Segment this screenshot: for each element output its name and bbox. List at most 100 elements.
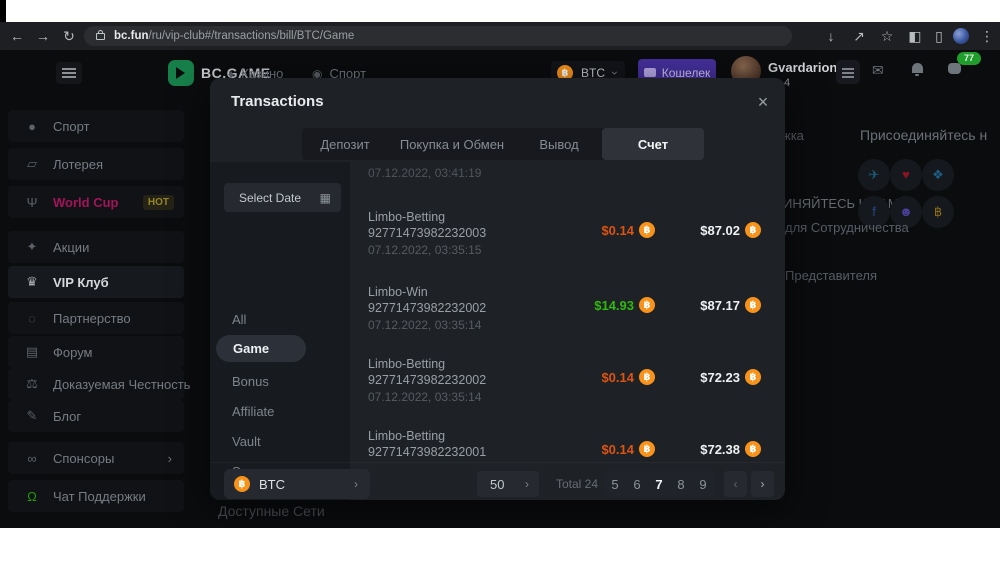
sidebar-label: Партнерство <box>53 310 131 326</box>
bookmark-star-icon[interactable]: ☆ <box>880 28 894 44</box>
sidebar-label: Лотерея <box>53 156 104 172</box>
filter-game-label: Game <box>233 341 270 356</box>
nav-link-sport[interactable]: ◉ Спорт <box>312 66 366 81</box>
bitcoin-icon: ฿ <box>639 441 655 457</box>
transaction-row: Limbo-Betting 92771473982232001 $0.14 ฿ $… <box>368 429 762 481</box>
share-icon[interactable]: ↗ <box>853 28 865 44</box>
sidebar-label: Блог <box>53 408 82 424</box>
browser-menu-icon[interactable]: ⋮ <box>980 28 994 44</box>
page-size-value: 50 <box>490 476 505 492</box>
download-icon[interactable]: ↓ <box>827 28 835 44</box>
nav-link-casino[interactable]: ♦ Казино <box>228 66 283 81</box>
lock-icon <box>96 29 105 40</box>
filter-all[interactable]: All <box>232 312 247 327</box>
page-size-selector[interactable]: 50 › <box>477 471 539 497</box>
sidebar-label: Спонсоры <box>53 450 115 466</box>
browser-profile-avatar[interactable] <box>953 28 969 44</box>
tx-id: 92771473982232003 <box>368 226 487 240</box>
transaction-row: Limbo-Betting 92771473982232002 07.12.20… <box>368 357 762 409</box>
bitcoin-icon: ฿ <box>639 297 655 313</box>
user-level: 4 <box>784 77 791 89</box>
address-bar[interactable]: bc.fun/ru/vip-club#/transactions/bill/BT… <box>84 26 792 46</box>
transaction-row: Limbo-Win 92771473982232002 07.12.2022, … <box>368 285 762 337</box>
nav-link-casino-label: Казино <box>241 66 284 81</box>
page-6[interactable]: 6 <box>633 476 641 492</box>
chevron-left-icon: ‹ <box>733 477 738 491</box>
sidebar-item-support-chat[interactable]: Ω Чат Поддержки <box>8 480 184 512</box>
sidebar-item-blog[interactable]: ✎ Блог <box>8 400 184 432</box>
wallet-label: Кошелек <box>661 65 711 80</box>
side-panel-icon[interactable]: ▯ <box>935 28 943 44</box>
calendar-icon: ▦ <box>319 190 331 205</box>
bcgame-logo-icon[interactable] <box>168 60 194 86</box>
transactions-modal: Transactions × Депозит Покупка и Обмен В… <box>210 78 785 500</box>
tab-deposit[interactable]: Депозит <box>320 136 370 152</box>
sidebar-item-vip-club[interactable]: ♛ VIP Клуб <box>8 266 184 298</box>
footer-currency-selector[interactable]: ฿ BTC › <box>224 469 370 499</box>
heart-icon[interactable]: ♥ <box>890 159 922 191</box>
currency-label: BTC <box>581 66 605 80</box>
tx-balance: $72.38 <box>700 441 740 457</box>
representative-text: Представителя <box>785 268 878 283</box>
filter-vault[interactable]: Vault <box>232 434 261 449</box>
forward-icon[interactable]: → <box>36 28 50 44</box>
mail-icon[interactable]: ✉ <box>872 62 884 78</box>
prev-page-button[interactable]: ‹ <box>724 471 747 497</box>
tx-change: $0.14 <box>601 369 634 385</box>
chat-badge: 77 <box>957 52 981 65</box>
hamburger-menu-button[interactable] <box>56 62 82 84</box>
tx-name: Limbo-Betting <box>368 357 446 371</box>
vip-progress-button[interactable] <box>836 60 860 84</box>
filter-affiliate[interactable]: Affiliate <box>232 404 275 419</box>
bitcoin-icon: ฿ <box>745 369 761 385</box>
tx-change: $0.14 <box>601 441 634 457</box>
back-icon[interactable]: ← <box>10 28 24 44</box>
page-7-current[interactable]: 7 <box>655 476 663 492</box>
filter-bonus[interactable]: Bonus <box>232 374 269 389</box>
reload-icon[interactable]: ↻ <box>63 28 75 44</box>
chat-icon[interactable] <box>948 63 961 74</box>
extensions-icon[interactable]: ◧ <box>908 28 922 44</box>
cooperation-text: для Сотрудничества <box>785 220 909 235</box>
bitcointalk-icon[interactable]: ฿ <box>922 196 954 228</box>
partner-icon: ◌ <box>28 310 36 326</box>
total-count: Total 24 <box>556 477 599 491</box>
close-icon[interactable]: × <box>757 92 769 112</box>
sidebar-item-promotions[interactable]: ✦ Акции <box>8 231 184 263</box>
tab-bill[interactable]: Счет <box>602 128 704 160</box>
chevron-right-icon: › <box>760 477 765 491</box>
page-9[interactable]: 9 <box>699 476 707 492</box>
footer-currency-label: BTC <box>259 476 285 492</box>
next-page-button[interactable]: › <box>751 471 774 497</box>
sidebar-item-fairness[interactable]: ⚖ Доказуемая Честность <box>8 368 190 400</box>
sidebar-item-worldcup[interactable]: Ψ World Cup HOT <box>8 186 184 218</box>
tx-name: Limbo-Betting <box>368 429 446 443</box>
telegram-icon[interactable]: ✈ <box>858 159 890 191</box>
notifications-bell-icon[interactable] <box>912 63 923 76</box>
sidebar-item-affiliate[interactable]: ◌ Партнерство <box>8 302 184 334</box>
promo-icon: ✦ <box>26 239 38 254</box>
twitter-icon[interactable]: ❖ <box>922 159 954 191</box>
tab-withdraw[interactable]: Вывод <box>539 136 579 152</box>
crown-icon: ♛ <box>26 274 38 289</box>
site-page: BC.GAME ♦ Казино ◉ Спорт ฿ BTC › Кошелек G… <box>0 50 1000 528</box>
modal-title: Transactions <box>231 93 324 110</box>
filter-game[interactable]: Game <box>216 335 306 362</box>
page-8[interactable]: 8 <box>677 476 685 492</box>
sidebar-item-forum[interactable]: ▤ Форум <box>8 336 184 368</box>
wallet-icon <box>643 68 656 77</box>
modal-footer: ฿ BTC › 50 › Total 24 5 6 7 8 9 ‹ › <box>210 462 785 501</box>
tx-balance: $72.23 <box>700 369 740 385</box>
username[interactable]: Gvardarion <box>768 60 838 75</box>
facebook-icon[interactable]: f <box>858 196 890 228</box>
tab-buy-swap[interactable]: Покупка и Обмен <box>399 136 505 152</box>
hamburger-icon <box>62 68 76 70</box>
brand-name[interactable]: BC.GAME <box>201 65 271 81</box>
page-5[interactable]: 5 <box>611 476 619 492</box>
select-date-button[interactable]: Select Date ▦ <box>224 183 341 212</box>
sidebar-item-lottery[interactable]: ▱ Лотерея <box>8 148 184 180</box>
discord-icon[interactable]: ☻ <box>890 196 922 228</box>
sidebar-item-sponsors[interactable]: ∞ Спонсоры › <box>8 442 184 474</box>
bitcoin-icon: ฿ <box>745 222 761 238</box>
sidebar-item-sport[interactable]: ● Спорт <box>8 110 184 142</box>
